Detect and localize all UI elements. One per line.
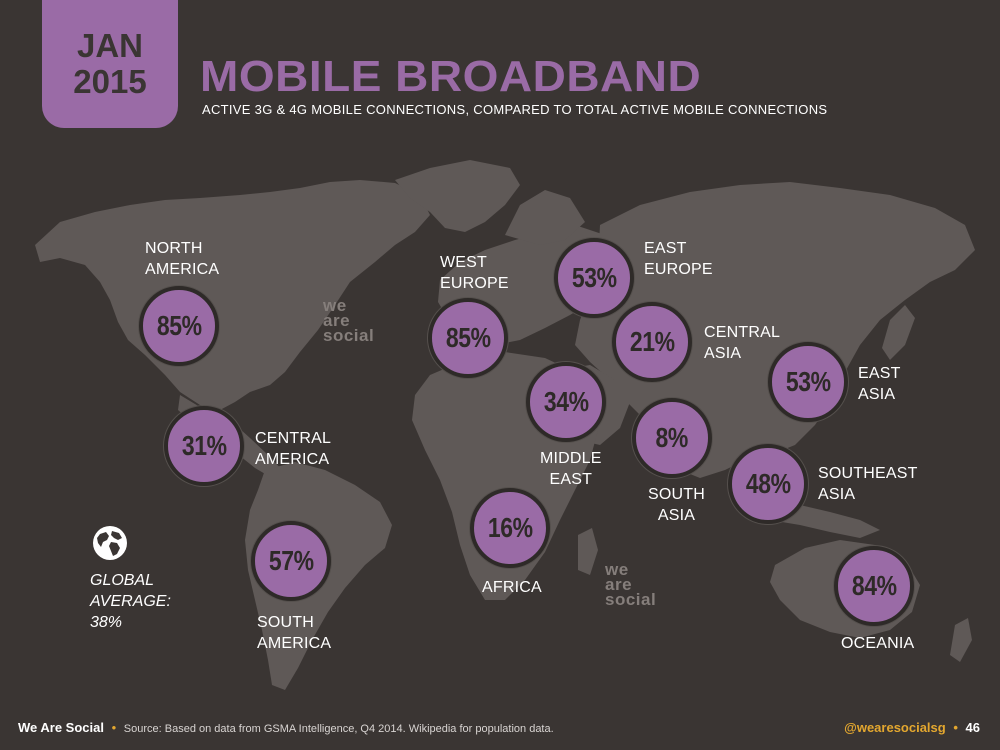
region-label-south-america: SOUTH AMERICA: [257, 614, 332, 652]
madagascar-landmass: [578, 528, 598, 575]
watermark-logo: we are social: [323, 296, 375, 345]
footer-brand: We Are Social: [18, 720, 104, 735]
region-value-oceania: 84%: [834, 546, 914, 626]
region-label-east-asia: EAST ASIA: [858, 365, 901, 403]
scandinavia-landmass: [505, 190, 585, 245]
region-value-west-europe: 85%: [428, 298, 508, 378]
region-value-africa: 16%: [470, 488, 550, 568]
region-label-central-asia: CENTRAL ASIA: [704, 324, 781, 362]
date-year: 2015: [73, 63, 147, 100]
region-value-south-asia: 8%: [632, 398, 712, 478]
watermark-logo: we are social: [605, 560, 657, 609]
region-value-middle-east: 34%: [526, 362, 606, 442]
page-title: MOBILE BROADBAND: [200, 50, 702, 101]
region-label-southeast-asia: SOUTHEAST ASIA: [818, 465, 918, 503]
footer-source: We Are Social • Source: Based on data fr…: [18, 720, 554, 735]
region-label-oceania: OCEANIA: [841, 635, 915, 652]
region-value-southeast-asia: 48%: [728, 444, 808, 524]
region-label-africa: AFRICA: [482, 579, 542, 596]
date-month: JAN: [76, 27, 144, 64]
global-average: GLOBAL AVERAGE: 38%: [90, 572, 171, 631]
footer-page-number: 46: [965, 720, 980, 735]
region-label-central-america: CENTRAL AMERICA: [255, 430, 332, 468]
page-subtitle: ACTIVE 3G & 4G MOBILE CONNECTIONS, COMPA…: [202, 102, 828, 117]
greenland-landmass: [395, 160, 520, 232]
new-zealand-landmass: [950, 618, 972, 662]
region-value-south-america: 57%: [251, 521, 331, 601]
japan-landmass: [882, 305, 915, 360]
region-value-east-asia: 53%: [768, 342, 848, 422]
region-label-east-europe: EAST EUROPE: [644, 240, 713, 278]
region-value-central-america: 31%: [164, 406, 244, 486]
region-label-middle-east: MIDDLE EAST: [540, 450, 602, 488]
region-label-west-europe: WEST EUROPE: [440, 254, 509, 292]
region-value-central-asia: 21%: [612, 302, 692, 382]
region-value-east-europe: 53%: [554, 238, 634, 318]
region-label-north-america: NORTH AMERICA: [145, 240, 220, 278]
footer-source-text: Source: Based on data from GSMA Intellig…: [123, 723, 554, 735]
region-label-south-asia: SOUTH ASIA: [648, 486, 705, 524]
region-value-north-america: 85%: [139, 286, 219, 366]
globe-icon: [93, 526, 127, 560]
date-badge: JAN 2015: [42, 0, 178, 128]
north-america-landmass: [35, 180, 430, 410]
footer-handle: @wearesocialsg • 46: [844, 720, 980, 735]
footer-handle-text: @wearesocialsg: [844, 720, 946, 735]
